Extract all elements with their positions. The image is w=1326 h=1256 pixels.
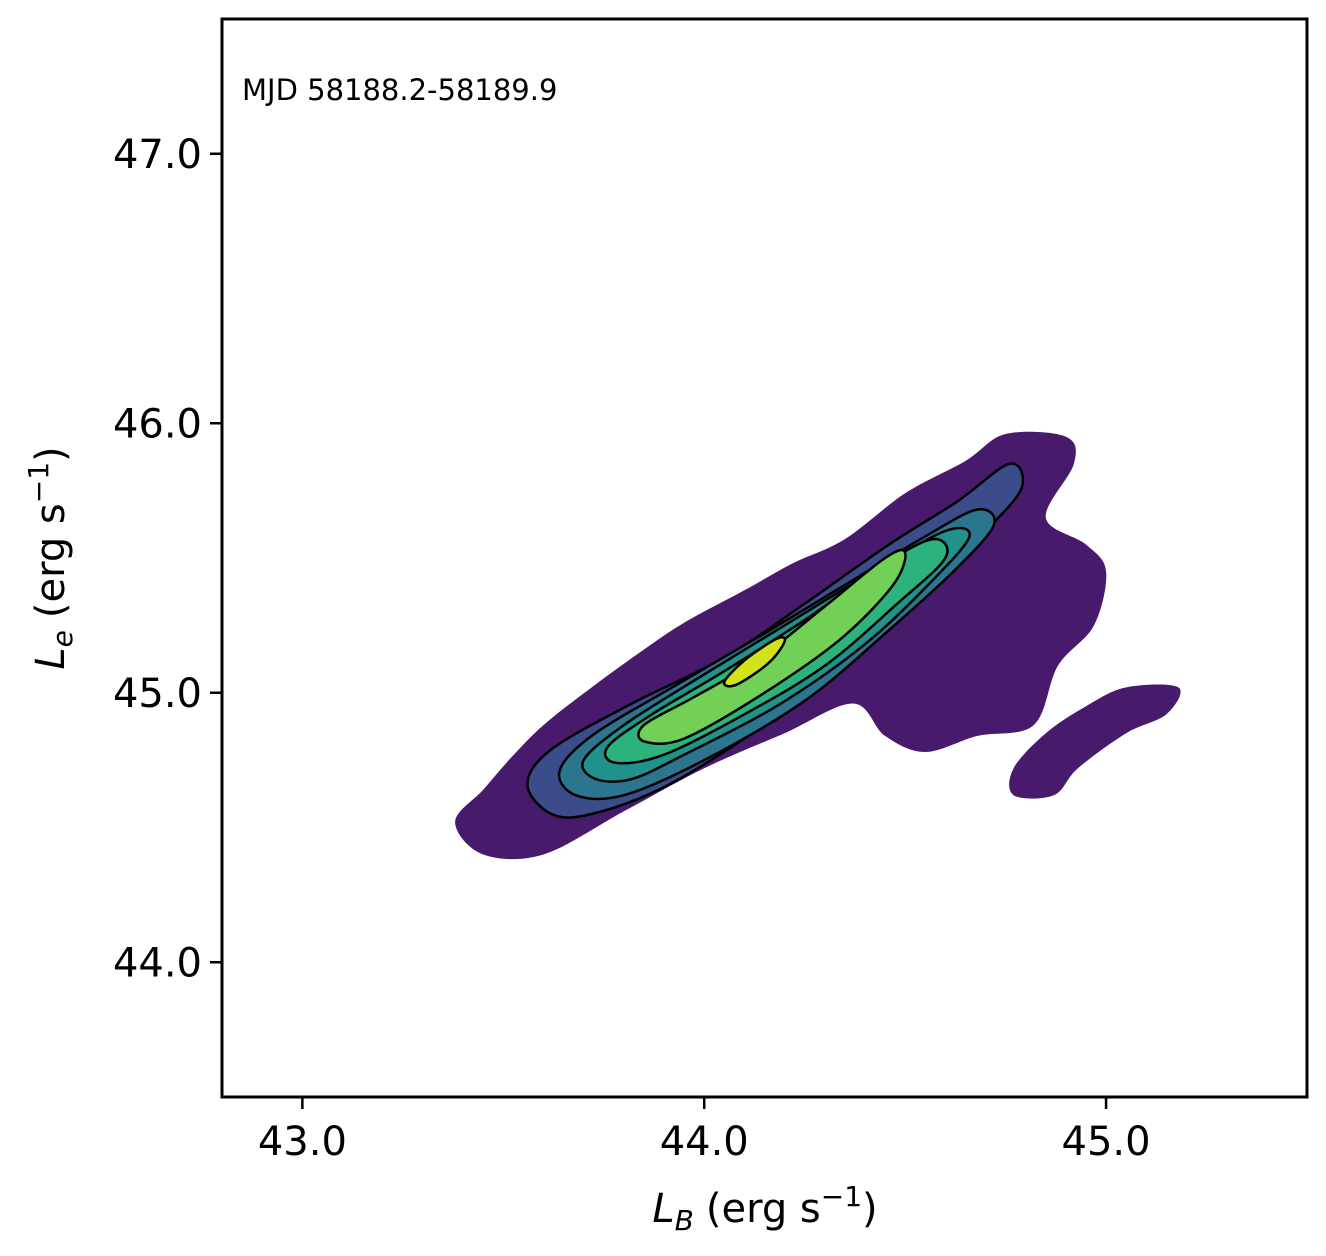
x-tick-label: 44.0: [660, 1119, 749, 1165]
contour-levels: [526, 462, 1025, 819]
y-axis-label-symbol: L: [28, 647, 74, 669]
x-axis-label-exponent: −1: [821, 1180, 862, 1213]
y-axis-ticks: 44.0 45.0 46.0 47.0: [113, 132, 222, 986]
y-tick-label: 47.0: [113, 132, 202, 178]
y-tick-label: 44.0: [113, 940, 202, 986]
mjd-annotation: MJD 58188.2-58189.9: [242, 73, 557, 107]
y-tick-label: 45.0: [113, 671, 202, 717]
y-tick-label: 46.0: [113, 401, 202, 447]
contour-level-5: [637, 548, 907, 746]
x-axis-label-subscript: B: [675, 1204, 694, 1237]
x-axis-label-symbol: L: [652, 1186, 674, 1232]
y-axis-label-subscript: e: [46, 630, 79, 647]
plot-frame: [220, 17, 1309, 1099]
x-tick-label: 45.0: [1062, 1119, 1151, 1165]
plot-area: [455, 431, 1181, 860]
x-axis-label: LB (erg s−1): [652, 1180, 877, 1237]
x-tick-label: 43.0: [258, 1119, 347, 1165]
x-axis-ticks: 43.0 44.0 45.0: [258, 1097, 1151, 1165]
y-axis-label-units: (erg s: [28, 503, 74, 618]
contour-level-6: [722, 635, 787, 688]
x-axis-label-units-close: ): [862, 1186, 878, 1232]
y-axis-label: Le (erg s−1): [22, 446, 79, 669]
y-axis-label-units-close: ): [28, 446, 74, 462]
x-axis-label-units: (erg s: [706, 1186, 821, 1232]
density-region-outer-2: [1009, 684, 1181, 799]
y-axis-label-exponent: −1: [22, 462, 55, 503]
